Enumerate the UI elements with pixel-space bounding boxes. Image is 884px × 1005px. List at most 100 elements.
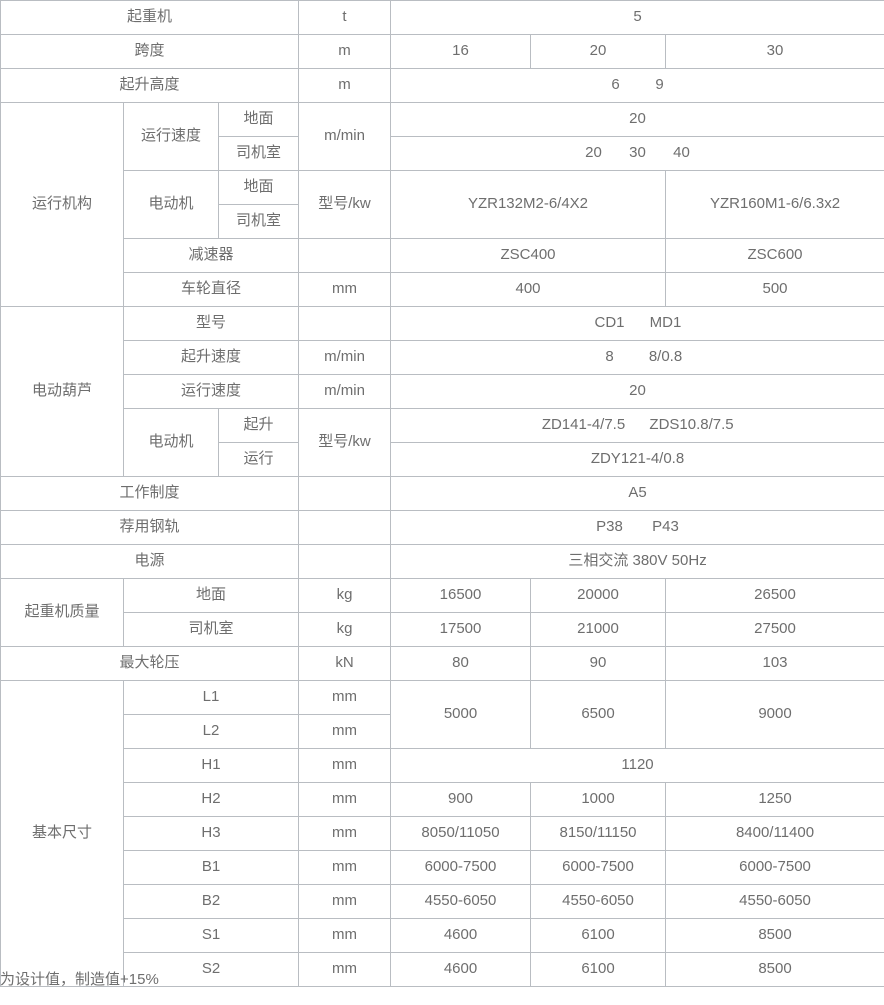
group-label-crane-mass: 起重机质量	[0, 578, 124, 647]
cell-S1-v1: 4600	[390, 918, 531, 953]
row-label-B2: B2	[123, 884, 299, 919]
subrow-label-travel-speed-cab: 司机室	[218, 136, 299, 171]
row-unit-max-wheel-load: kN	[298, 646, 391, 681]
travel-speed-cab-value-1: 20	[585, 144, 602, 162]
cell-crane-mass-ground-v3: 26500	[664, 578, 884, 613]
row-unit-work-system	[298, 476, 391, 511]
row-label-span: 跨度	[0, 34, 299, 69]
row-unit-L1: mm	[298, 680, 391, 715]
cell-L-value-2: 6500	[530, 680, 666, 749]
table-row-travel-speed-ground: 运行机构 运行速度 地面 m/min 20	[0, 102, 884, 307]
cell-travel-speed-cab-values: 20 30 40	[389, 136, 884, 171]
row-unit-hoist-motor: 型号/kw	[298, 408, 391, 477]
cell-B2-v2: 4550-6050	[530, 884, 666, 919]
row-unit-reducer	[298, 238, 391, 273]
cell-B1-v2: 6000-7500	[530, 850, 666, 885]
row-unit-H3: mm	[298, 816, 391, 851]
table-row-work-system: 工作制度 A5	[0, 476, 884, 511]
table-row-travel-motor-cab: 司机室	[1, 204, 884, 239]
table-row-hoist-motor-lift: 电动机 起升 型号/kw ZD141-4/7.5 ZDS10.8/7.5	[1, 408, 884, 477]
cell-power-value: 三相交流 380V 50Hz	[389, 544, 884, 579]
row-label-work-system: 工作制度	[0, 476, 299, 511]
subrow-label-hoist-motor-travel: 运行	[218, 442, 299, 477]
table-row-crane: 起重机 t 5	[0, 0, 884, 35]
row-unit-rail	[298, 510, 391, 545]
travel-speed-cab-value-2: 30	[629, 144, 646, 162]
row-unit-L2: mm	[298, 714, 391, 749]
row-label-travel-motor: 电动机	[123, 170, 219, 239]
cell-crane-mass-cab-v1: 17500	[390, 612, 531, 647]
row-label-travel-speed: 运行速度	[123, 102, 219, 171]
row-unit-hoist-lift-speed: m/min	[298, 340, 391, 375]
row-label-H1: H1	[123, 748, 299, 783]
cell-span-16: 16	[390, 34, 531, 69]
table-row-L2: L2 mm	[1, 714, 884, 749]
row-unit-power	[298, 544, 391, 579]
cell-max-wheel-load-v3: 103	[664, 646, 884, 681]
cell-B2-v3: 4550-6050	[664, 884, 884, 919]
cell-S2-v1: 4600	[390, 952, 531, 987]
row-label-H2: H2	[123, 782, 299, 817]
cell-crane-mass-ground-v1: 16500	[390, 578, 531, 613]
row-label-reducer: 减速器	[123, 238, 299, 273]
cell-H3-v3: 8400/11400	[664, 816, 884, 851]
cell-H3-v2: 8150/11150	[530, 816, 666, 851]
row-unit-H1: mm	[298, 748, 391, 783]
table-row-span: 跨度 m 16 20 30	[0, 34, 884, 69]
cell-crane-mass-ground-v2: 20000	[530, 578, 666, 613]
row-label-rail: 荐用钢轨	[0, 510, 299, 545]
row-label-H3: H3	[123, 816, 299, 851]
row-label-L1: L1	[123, 680, 299, 715]
row-unit-S2: mm	[298, 952, 391, 987]
table-row-hoist-motor-travel: 运行 ZDY121-4/0.8	[1, 442, 884, 477]
cell-B1-v1: 6000-7500	[390, 850, 531, 885]
table-row-crane-mass-ground: 起重机质量 地面 kg 16500 20000 26500	[0, 578, 884, 647]
cell-S1-v3: 8500	[664, 918, 884, 953]
cell-H2-v3: 1250	[664, 782, 884, 817]
cell-S1-v2: 6100	[530, 918, 666, 953]
table-row-lift-height: 起升高度 m 6 9	[0, 68, 884, 103]
table-row-S1: S1 mm 4600 6100 8500	[1, 918, 884, 953]
table-row-rail: 荐用钢轨 P38 P43	[0, 510, 884, 545]
row-label-hoist-motor: 电动机	[123, 408, 219, 477]
cell-reducer-value-1: ZSC400	[390, 238, 666, 273]
row-label-B1: B1	[123, 850, 299, 885]
row-unit-hoist-travel-speed: m/min	[298, 374, 391, 409]
row-unit-lift-height: m	[298, 68, 391, 103]
cell-H3-v1: 8050/11050	[390, 816, 531, 851]
cell-work-system-value: A5	[389, 476, 884, 511]
hoist-lift-speed-value-a: 8	[605, 348, 614, 366]
subrow-label-travel-motor-cab: 司机室	[218, 204, 299, 239]
cell-span-30: 30	[664, 34, 884, 69]
table-row-L1: 基本尺寸 L1 mm 5000 6500 9000	[0, 680, 884, 987]
cell-reducer-value-2: ZSC600	[664, 238, 884, 273]
subrow-label-travel-speed-ground: 地面	[218, 102, 299, 137]
subrow-label-hoist-motor-lift: 起升	[218, 408, 299, 443]
table-row-travel-motor-ground: 电动机 地面 型号/kw YZR132M2-6/4X2 YZR160M1-6/6…	[1, 170, 884, 239]
table-row-S2: S2 mm 4600 6100 8500	[1, 952, 884, 987]
cell-span-20: 20	[530, 34, 666, 69]
row-unit-H2: mm	[298, 782, 391, 817]
table-row-reducer: 减速器 ZSC400 ZSC600	[1, 238, 884, 273]
table-footnote: 为设计值，制造值+15%	[0, 971, 159, 988]
cell-wheel-diameter-value-2: 500	[664, 272, 884, 307]
rail-value-b: P43	[652, 518, 679, 536]
cell-rail-values: P38 P43	[389, 510, 884, 545]
row-unit-hoist-model	[298, 306, 391, 341]
cell-L-value-3: 9000	[664, 680, 884, 749]
subrow-label-travel-motor-ground: 地面	[218, 170, 299, 205]
row-label-S2: S2	[123, 952, 299, 987]
row-label-S1: S1	[123, 918, 299, 953]
hoist-motor-lift-value-a: ZD141-4/7.5	[541, 416, 626, 434]
cell-B1-v3: 6000-7500	[664, 850, 884, 885]
rail-value-a: P38	[596, 518, 623, 536]
row-label-max-wheel-load: 最大轮压	[0, 646, 299, 681]
cell-travel-speed-ground-value: 20	[389, 102, 884, 137]
cell-B2-v1: 4550-6050	[390, 884, 531, 919]
table-row-hoist-lift-speed: 起升速度 m/min 8 8/0.8	[1, 340, 884, 375]
cell-hoist-motor-travel-value: ZDY121-4/0.8	[389, 442, 884, 477]
table-row-hoist-model: 电动葫芦 型号 CD1 MD1	[0, 306, 884, 477]
row-label-hoist-travel-speed: 运行速度	[123, 374, 299, 409]
cell-S2-v2: 6100	[530, 952, 666, 987]
